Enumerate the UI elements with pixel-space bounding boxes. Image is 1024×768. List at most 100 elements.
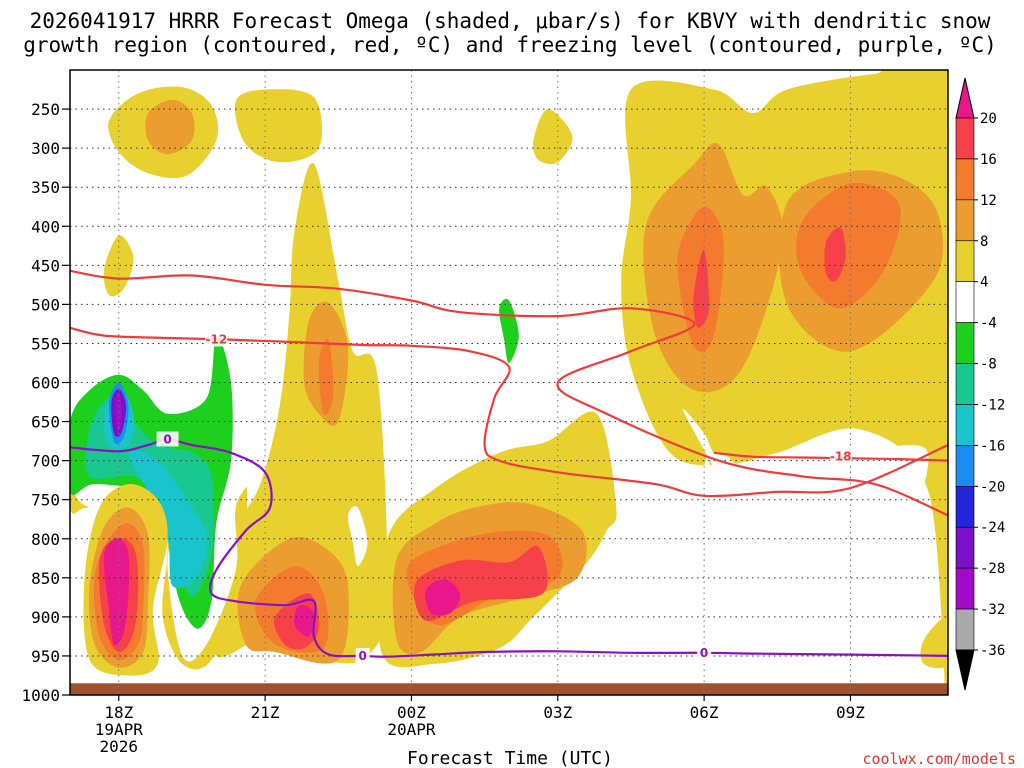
snow-growth-contour-label: -18 <box>830 450 852 464</box>
colorbar-label: 4 <box>980 275 988 291</box>
colorbar-bin <box>955 240 975 282</box>
colorbar-bin <box>955 526 975 569</box>
colorbar-bin <box>955 363 975 405</box>
freezing-level-contour-label: 0 <box>163 433 171 447</box>
colorbar-label: -32 <box>980 602 1005 618</box>
freezing-level-contour-label-bg <box>697 644 712 660</box>
freezing-level-contour-label: 0 <box>358 649 366 663</box>
omega-region <box>145 99 195 155</box>
freezing-level-contour <box>70 438 948 658</box>
colorbar-label: 20 <box>980 111 997 127</box>
y-tick-label: 1000 <box>21 686 60 705</box>
colorbar-label: 8 <box>980 234 988 250</box>
x-axis-title: Forecast Time (UTC) <box>407 748 613 768</box>
y-tick-label: 800 <box>31 530 60 549</box>
snow-growth-contour-label: -12 <box>205 333 227 347</box>
omega-region <box>352 121 419 199</box>
omega-region <box>293 604 315 637</box>
omega-region <box>234 89 323 163</box>
y-tick-label: 850 <box>31 569 60 588</box>
omega-region <box>682 408 763 536</box>
y-tick-label: 950 <box>31 647 60 666</box>
snow-growth-contour-label-bg <box>205 331 228 347</box>
colorbar-label: -24 <box>980 520 1005 536</box>
omega-region <box>796 182 901 309</box>
colorbar-bin <box>955 117 975 160</box>
y-tick-label: 400 <box>31 217 60 236</box>
y-tick-label: 300 <box>31 139 60 158</box>
colorbar-bin <box>955 567 975 610</box>
x-tick-label: 19APR <box>95 720 144 739</box>
omega-region <box>128 450 207 589</box>
omega-shading <box>70 70 948 695</box>
x-tick-label: 09Z <box>836 703 865 722</box>
contours: -12 -18 0 0 0 <box>70 269 948 663</box>
colorbar-label: -4 <box>980 316 997 332</box>
omega-region <box>356 70 378 121</box>
omega-region <box>318 338 334 416</box>
y-tick-label: 250 <box>31 100 60 119</box>
y-tick-label: 350 <box>31 178 60 197</box>
snow-growth-contour <box>70 269 948 517</box>
snow-growth-contour <box>713 451 948 462</box>
x-tick-label: 20APR <box>387 720 436 739</box>
y-tick-label: 450 <box>31 256 60 275</box>
colorbar-bin <box>955 608 975 651</box>
omega-region <box>103 235 134 297</box>
y-tick-label: 700 <box>31 452 60 471</box>
colorbar-label: -20 <box>980 479 1005 495</box>
omega-region <box>438 264 519 387</box>
omega-region <box>347 505 368 567</box>
chart-title: 2026041917 HRRR Forecast Omega (shaded, … <box>23 9 997 57</box>
x-tick-label: 03Z <box>543 703 572 722</box>
omega-region <box>693 249 710 328</box>
chart-title-line: growth region (contoured, red, ºC) and f… <box>23 33 997 57</box>
y-tick-label: 900 <box>31 608 60 627</box>
x-tick-label: 2026 <box>100 737 139 756</box>
omega-region <box>103 538 130 646</box>
omega-region <box>824 227 846 282</box>
x-tick-label: 06Z <box>690 703 719 722</box>
omega-region <box>391 230 436 455</box>
colorbar-bin <box>955 445 975 487</box>
colorbar-bin <box>955 199 975 242</box>
y-tick-label: 550 <box>31 334 60 353</box>
colorbar-label: 12 <box>980 193 997 209</box>
chart-title-line: 2026041917 HRRR Forecast Omega (shaded, … <box>30 9 991 33</box>
omega-region <box>814 445 929 547</box>
grid <box>70 70 948 695</box>
colorbar-bin <box>955 281 975 323</box>
colorbar-cap-top <box>955 77 975 119</box>
freezing-level-contour-label: 0 <box>700 646 708 660</box>
omega-region <box>532 109 573 165</box>
colorbar-label: -28 <box>980 561 1005 577</box>
colorbar: 20 16 12 8 4 -4 -8 -12 -16 -20 -24 -28 -32 -36 <box>955 77 1005 691</box>
freezing-level-contour-label-bg <box>156 431 179 447</box>
colorbar-label: -12 <box>980 397 1005 413</box>
colorbar-bin <box>955 158 975 201</box>
y-tick-label: 650 <box>31 413 60 432</box>
x-tick-label: 00Z <box>397 703 426 722</box>
y-tick-label: 500 <box>31 295 60 314</box>
y-tick-label: 600 <box>31 374 60 393</box>
freezing-level-contour-label-bg <box>355 647 370 663</box>
y-tick-label: 750 <box>31 491 60 510</box>
omega-region <box>920 616 948 669</box>
colorbar-label: 16 <box>980 152 997 168</box>
colorbar-label: -36 <box>980 643 1005 659</box>
omega-region <box>208 162 388 664</box>
colorbar-bin <box>955 486 975 528</box>
colorbar-label: -16 <box>980 438 1005 454</box>
x-tick-label: 18Z <box>104 703 133 722</box>
colorbar-bin <box>955 322 975 364</box>
x-tick-label: 21Z <box>251 703 280 722</box>
ground-surface <box>70 683 948 695</box>
colorbar-bin <box>955 404 975 446</box>
colorbar-cap-bottom <box>955 649 975 691</box>
colorbar-label: -8 <box>980 357 997 373</box>
omega-region <box>425 579 461 616</box>
omega-region <box>650 457 721 577</box>
omega-region <box>547 218 575 266</box>
